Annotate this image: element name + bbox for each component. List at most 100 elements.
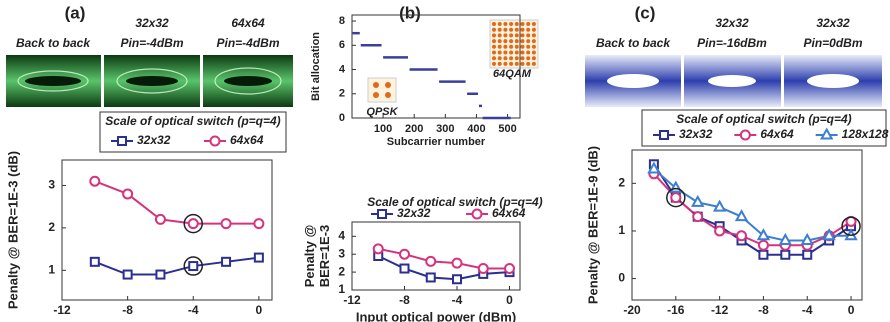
annotation: 64QAM [493, 68, 532, 80]
marker [781, 251, 789, 259]
y-tick-label: 2 [618, 176, 625, 190]
y-tick-label: 0 [339, 112, 345, 124]
eye-caption: Pin=-4dBm [120, 36, 183, 50]
legend-label: 64x64 [760, 127, 794, 141]
y-tick-label: 2 [339, 88, 345, 100]
eye-caption: 32x32 [816, 16, 850, 30]
y-tick-label: 3 [48, 178, 55, 192]
marker [453, 259, 462, 268]
eye-diagrams-a [6, 55, 293, 107]
marker [802, 235, 812, 244]
legend-title: Scale of optical switch (p=q=4) [676, 112, 851, 126]
marker [401, 265, 409, 273]
x-tick-label: -16 [667, 303, 685, 317]
marker [254, 219, 263, 228]
marker [189, 262, 197, 270]
x-tick-label: 100 [374, 123, 392, 135]
marker [222, 219, 231, 228]
panel-label: (a) [65, 3, 86, 22]
eye-caption: Pin=-4dBm [216, 36, 279, 50]
y-axis-label: Bit allocation [310, 32, 322, 101]
marker [505, 264, 514, 273]
legend-marker [211, 137, 220, 146]
y-tick-label: 4 [338, 228, 345, 242]
marker [803, 251, 811, 259]
legend-label: 32x32 [397, 206, 431, 220]
eye-caption: Back to back [596, 36, 671, 50]
x-tick-label: -12 [711, 303, 729, 317]
marker [693, 197, 703, 206]
y-tick-label: 1 [618, 223, 625, 237]
y-tick-label: 8 [339, 15, 345, 27]
marker [737, 231, 746, 240]
legend-label: 64x64 [492, 206, 526, 220]
y-axis-label: BER=1E-3 [317, 225, 332, 288]
marker [123, 189, 132, 198]
eye-caption: Pin=-16dBm [697, 36, 767, 50]
y-tick-label: 6 [339, 39, 345, 51]
eye-caption: 32x32 [715, 16, 749, 30]
marker [780, 235, 790, 244]
x-axis-label: Input optical power (dBm) [356, 309, 516, 322]
eye-caption: 64x64 [231, 16, 265, 30]
x-tick-label: 0 [848, 303, 855, 317]
marker [427, 273, 435, 281]
legend-marker [378, 210, 386, 218]
legend-symbol [466, 210, 488, 219]
marker [453, 275, 461, 283]
figure: (a)(b)(c)Back to back32x32Pin=-4dBm64x64… [0, 0, 890, 322]
y-tick-label: 3 [338, 246, 345, 260]
x-tick-label: -8 [399, 293, 410, 307]
eye-diagrams-c [585, 55, 882, 107]
x-tick-label: 200 [405, 123, 423, 135]
marker [479, 264, 488, 273]
marker [759, 241, 768, 250]
chart: -20-16-12-8-40012Input optical power (dB… [585, 110, 888, 322]
legend-marker [473, 210, 482, 219]
series-line [95, 258, 259, 275]
legend-label: 64x64 [230, 133, 264, 147]
x-tick-label: -4 [188, 303, 199, 317]
marker [426, 257, 435, 266]
legend-label: 128x128 [842, 127, 889, 141]
y-tick-label: 4 [339, 63, 346, 75]
y-tick-label: 2 [338, 264, 345, 278]
marker [400, 250, 409, 259]
y-tick-label: 1 [48, 262, 55, 276]
legend-label: 32x32 [137, 133, 171, 147]
marker [759, 251, 767, 259]
x-tick-label: -4 [452, 293, 463, 307]
y-tick-label: 2 [48, 220, 55, 234]
y-axis-label: Penalty @ BER=1E-9 (dB) [585, 146, 600, 304]
panel-label: (b) [399, 3, 421, 22]
x-axis-label: Subcarrier number [387, 136, 486, 148]
marker [737, 211, 747, 220]
legend-marker [660, 131, 668, 139]
x-tick-label: -20 [623, 303, 641, 317]
legend-marker [118, 137, 126, 145]
y-axis-label: Penalty @ BER=1E-3 (dB) [5, 151, 20, 309]
legend-symbol [371, 210, 393, 218]
x-tick-label: -4 [802, 303, 813, 317]
x-tick-label: -8 [122, 303, 133, 317]
series-line [654, 174, 851, 245]
x-tick-label: 300 [436, 123, 454, 135]
chart: -12-8-401234Input optical power (dBm)Pen… [302, 195, 543, 322]
x-tick-label: -8 [758, 303, 769, 317]
x-tick-label: 400 [467, 123, 485, 135]
x-tick-label: 500 [498, 123, 516, 135]
marker [124, 271, 132, 279]
marker [671, 193, 680, 202]
x-tick-label: 0 [506, 293, 513, 307]
constellation-insets [368, 20, 538, 102]
marker [715, 226, 724, 235]
y-tick-label: 1 [338, 282, 345, 296]
x-tick-label: -12 [53, 303, 71, 317]
marker [189, 219, 198, 228]
marker [91, 258, 99, 266]
x-tick-label: 0 [256, 303, 263, 317]
eye-caption: Back to back [16, 36, 91, 50]
marker [156, 215, 165, 224]
marker [715, 202, 725, 211]
marker [255, 254, 263, 262]
